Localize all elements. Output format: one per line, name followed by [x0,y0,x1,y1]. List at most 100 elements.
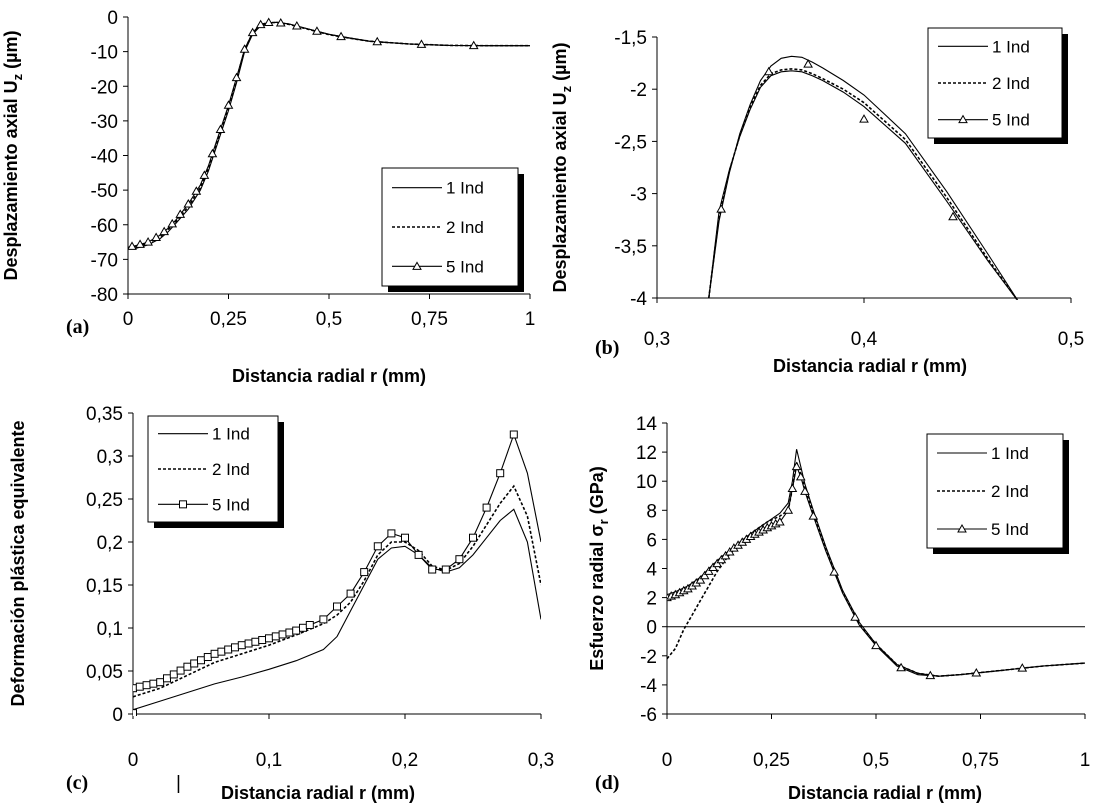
y-tick-label: 14 [636,414,658,435]
x-tick-label: 0 [123,309,134,330]
panel-label: (c) [66,772,88,794]
legend-label-3: 5 Ind [212,495,250,514]
marker-5-ind [271,632,280,641]
legend-label-2: 2 Ind [212,460,250,479]
x-tick-label: 0,5 [1058,329,1084,350]
marker-5-ind [428,565,437,574]
y-tick-label: -70 [91,250,118,271]
series-line-2-ind [133,484,541,698]
marker-5-ind [829,567,840,576]
x-axis-title: Distancia radial r (mm) [788,783,982,803]
marker-5-ind [176,666,185,675]
marker-5-ind [265,634,273,643]
y-tick-label: 0 [646,618,657,639]
legend-label-2: 2 Ind [446,218,484,237]
marker-5-ind [800,486,810,495]
y-axis-title-unit: (µm) [550,43,570,86]
y-tick-label: -4 [630,289,647,310]
marker-5-ind [387,529,396,538]
marker-5-ind [416,39,427,48]
x-tick-label: 0,5 [863,750,889,771]
marker-5-ind [716,204,727,213]
series-line-5-ind [708,70,1018,300]
marker-5-ind [203,653,212,662]
panel-label: (d) [595,772,619,794]
marker-5-ind [699,570,710,580]
marker-5-ind [360,568,369,577]
x-tick-label: 0,25 [210,309,247,330]
legend-label-3: 5 Ind [446,257,484,276]
y-tick-label: 0,05 [86,662,123,683]
marker-5-ind [509,430,518,439]
legend: 1 Ind 2 Ind 5 Ind [927,27,1068,144]
x-tick-label: 0,5 [316,309,342,330]
marker-5-ind [207,148,218,158]
series-line-1-ind [133,508,541,711]
panel-label: (b) [595,337,619,359]
marker-5-ind [803,59,813,68]
marker-5-ind [156,678,165,687]
marker-5-ind [808,511,819,520]
marker-5-ind [237,641,246,650]
y-tick-label: 0,1 [97,619,123,640]
marker-5-ind [255,19,266,29]
marker-5-ind [291,20,302,30]
x-axis-title: Distancia radial r (mm) [773,356,967,376]
marker-5-ind [135,682,144,691]
marker-5-ind [223,100,234,109]
marker-5-ind [948,211,958,221]
y-axis-title-unit: (µm) [1,31,21,74]
marker-5-ind [871,640,881,650]
marker-5-ind [210,649,219,658]
marker-5-ind [763,66,774,76]
x-tick-label: 1 [1080,750,1091,771]
y-axis-title: Deformación plástica equivalente [8,420,28,706]
y-tick-label: -30 [91,112,118,133]
marker-5-ind [482,503,491,512]
marker-5-ind [143,237,153,246]
marker-5-ind [305,620,314,629]
y-tick-label: 0,15 [86,576,123,597]
legend-label-3: 5 Ind [991,520,1029,539]
marker-5-ind [774,516,785,526]
y-axis-title-main: Desplazamiento axial U [550,92,570,292]
marker-5-ind [159,226,170,236]
plot-area [128,17,530,250]
marker-5-ind [224,645,233,654]
marker-5-ind [859,114,869,123]
y-axis-title-unit: (GPa) [587,466,607,519]
y-tick-label: 0 [112,705,123,726]
legend-label-1: 1 Ind [212,425,250,444]
y-tick-label: 0 [107,8,118,29]
marker-5-ind [795,471,806,481]
marker-5-ind [455,555,464,564]
plot-area [133,430,541,716]
x-axis-title: Distancia radial r (mm) [221,783,415,803]
y-tick-label: -3,5 [614,237,647,258]
stray-mark: | [176,773,181,794]
marker-5-ind [468,40,479,50]
x-tick-label: 0 [128,750,139,771]
legend: 1 Ind 2 Ind 5 Ind [147,415,284,528]
y-tick-label: 0,2 [97,533,123,554]
legend-label-1: 1 Ind [991,444,1029,463]
x-tick-label: 0,3 [644,329,670,350]
plot-area [667,449,1085,680]
y-tick-label: -50 [91,181,118,202]
marker-5-ind [175,209,186,218]
x-tick-label: 0,4 [851,329,878,350]
y-axis-title-main: Esfuerzo radial σ [587,524,607,670]
marker-5-ind [292,626,301,635]
marker-5-ind [231,72,242,82]
marker-5-ind [239,44,250,53]
series-line-2-ind [708,68,1019,300]
marker-5-ind [346,589,355,598]
marker-5-ind [142,681,151,690]
x-tick-label: 0,3 [528,750,554,771]
x-tick-label: 0,75 [962,750,999,771]
marker-5-ind [190,659,199,668]
x-tick-label: 1 [525,309,536,330]
y-tick-label: 4 [646,560,657,581]
y-tick-label: -10 [91,43,118,64]
